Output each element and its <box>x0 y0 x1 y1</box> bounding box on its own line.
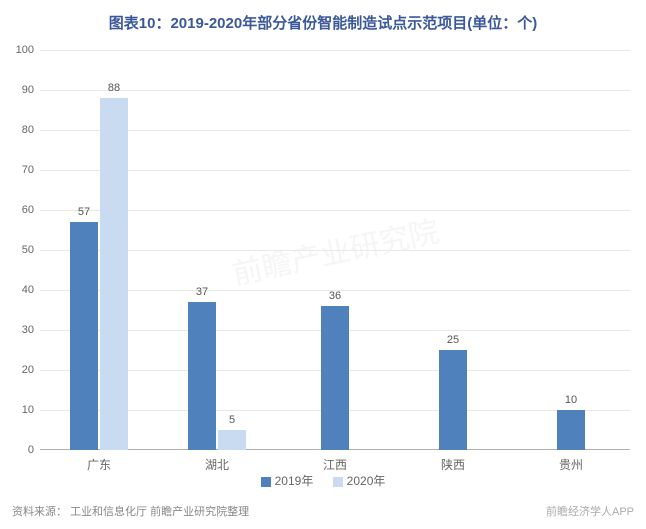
legend-label-2020: 2020年 <box>347 474 386 488</box>
legend-item-2019: 2019年 <box>261 472 314 489</box>
chart-title: 图表10：2019-2020年部分省份智能制造试点示范项目(单位：个) <box>0 0 646 33</box>
y-tick-label: 90 <box>22 84 34 96</box>
y-tick-label: 50 <box>22 244 34 256</box>
bar: 25 <box>439 350 467 450</box>
bar-value-label: 25 <box>433 334 473 346</box>
legend-label-2019: 2019年 <box>275 474 314 488</box>
x-tick-label: 湖北 <box>205 456 229 473</box>
y-tick-label: 10 <box>22 404 34 416</box>
x-tick-label: 广东 <box>87 456 111 473</box>
legend-swatch-2019 <box>261 477 271 487</box>
bar-value-label: 57 <box>64 206 104 218</box>
x-tick-label: 陕西 <box>441 456 465 473</box>
plot-area: 前瞻产业研究院 0102030405060708090100 578837536… <box>40 50 630 450</box>
legend-item-2020: 2020年 <box>333 472 386 489</box>
legend: 2019年 2020年 <box>0 472 646 489</box>
watermark-bottom-right: 前瞻经济学人APP <box>546 503 634 519</box>
bar: 10 <box>557 410 585 450</box>
bar: 5 <box>218 430 246 450</box>
bar-value-label: 36 <box>315 290 355 302</box>
bar: 88 <box>100 98 128 450</box>
y-tick-label: 20 <box>22 364 34 376</box>
y-tick-label: 0 <box>28 444 34 456</box>
source-text: 工业和信息化厅 前瞻产业研究院整理 <box>70 506 249 518</box>
bar-value-label: 10 <box>551 394 591 406</box>
y-tick-label: 60 <box>22 204 34 216</box>
legend-swatch-2020 <box>333 477 343 487</box>
x-tick-label: 贵州 <box>559 456 583 473</box>
y-tick-label: 80 <box>22 124 34 136</box>
source-label: 资料来源： <box>12 506 67 518</box>
bar-value-label: 5 <box>212 414 252 426</box>
chart-container: 图表10：2019-2020年部分省份智能制造试点示范项目(单位：个) 前瞻产业… <box>0 0 646 529</box>
bar-value-label: 37 <box>182 286 222 298</box>
y-tick-label: 100 <box>16 44 34 56</box>
y-tick-label: 70 <box>22 164 34 176</box>
bars-layer: 5788375362510 <box>40 50 630 450</box>
bar: 36 <box>321 306 349 450</box>
y-tick-label: 40 <box>22 284 34 296</box>
bar: 37 <box>188 302 216 450</box>
bar: 57 <box>70 222 98 450</box>
bar-value-label: 88 <box>94 82 134 94</box>
y-tick-label: 30 <box>22 324 34 336</box>
source-line: 资料来源： 工业和信息化厅 前瞻产业研究院整理 <box>12 503 249 519</box>
x-tick-label: 江西 <box>323 456 347 473</box>
